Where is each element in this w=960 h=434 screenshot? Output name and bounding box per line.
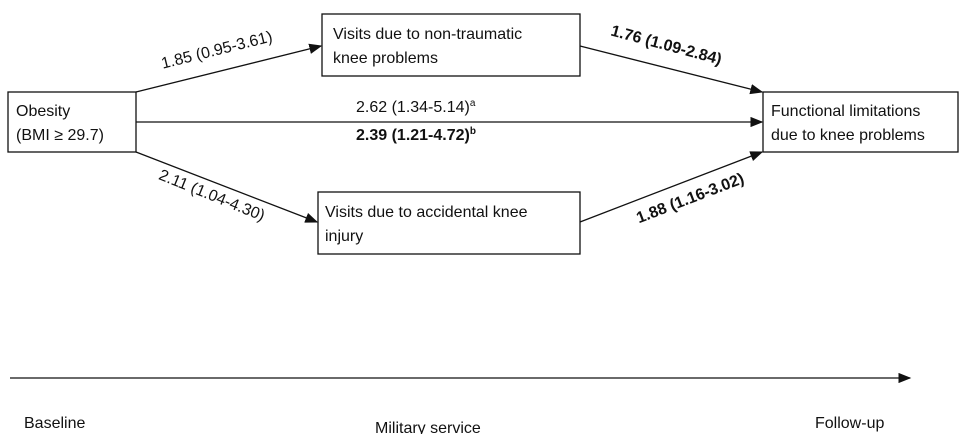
edge-label: 1.85 (0.95-3.61) — [160, 29, 275, 73]
node-text: Functional limitations — [771, 103, 920, 120]
node-text: Visits due to accidental knee — [325, 204, 528, 221]
arrow — [135, 43, 323, 93]
arrow — [579, 151, 764, 223]
node-text: injury — [325, 228, 363, 245]
timeline-label: Military service — [375, 420, 481, 434]
edge-label-text: 2.62 (1.34-5.14) — [356, 99, 470, 116]
node: Visits due to non-traumatic knee problem… — [321, 13, 581, 77]
edge-label: 2.62 (1.34-5.14)a — [356, 98, 476, 116]
arrows — [10, 43, 912, 384]
edge-superscript: a — [470, 98, 476, 109]
node-box — [321, 13, 581, 77]
node: Functional limitations due to knee probl… — [762, 91, 959, 153]
edge-label-text: 2.39 (1.21-4.72) — [356, 127, 470, 144]
node-text: Visits due to non-traumatic — [333, 26, 522, 43]
arrow — [579, 45, 764, 95]
node: Visits due to accidental knee injury — [317, 191, 581, 255]
node-text: knee problems — [333, 50, 438, 67]
node-box — [7, 91, 137, 153]
timeline-label: Baseline — [24, 415, 85, 432]
node-text: due to knee problems — [771, 127, 925, 144]
timeline-label: Follow-up — [815, 415, 884, 432]
node-text: Obesity — [16, 103, 70, 120]
node: Obesity (BMI ≥ 29.7) — [7, 91, 137, 153]
node-box — [317, 191, 581, 255]
edge-superscript: b — [470, 126, 476, 137]
edge-label: 2.39 (1.21-4.72)b — [356, 126, 476, 144]
node-text: (BMI ≥ 29.7) — [16, 127, 104, 144]
node-box — [762, 91, 959, 153]
arrow — [135, 151, 319, 223]
edge-label: 1.76 (1.09-2.84) — [609, 23, 723, 69]
